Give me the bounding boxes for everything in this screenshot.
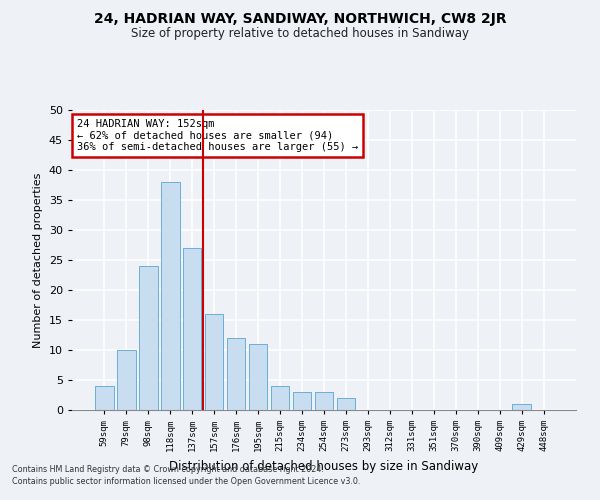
Bar bbox=[249, 344, 268, 410]
Text: 24, HADRIAN WAY, SANDIWAY, NORTHWICH, CW8 2JR: 24, HADRIAN WAY, SANDIWAY, NORTHWICH, CW… bbox=[94, 12, 506, 26]
Text: 24 HADRIAN WAY: 152sqm
← 62% of detached houses are smaller (94)
36% of semi-det: 24 HADRIAN WAY: 152sqm ← 62% of detached… bbox=[77, 119, 358, 152]
Bar bbox=[139, 266, 158, 410]
Bar bbox=[117, 350, 136, 410]
Bar bbox=[293, 392, 311, 410]
Bar bbox=[314, 392, 334, 410]
Bar bbox=[95, 386, 113, 410]
Text: Size of property relative to detached houses in Sandiway: Size of property relative to detached ho… bbox=[131, 28, 469, 40]
Bar bbox=[271, 386, 289, 410]
Bar bbox=[337, 398, 355, 410]
Bar bbox=[227, 338, 245, 410]
Text: Contains public sector information licensed under the Open Government Licence v3: Contains public sector information licen… bbox=[12, 477, 361, 486]
Bar bbox=[512, 404, 531, 410]
Text: Contains HM Land Registry data © Crown copyright and database right 2024.: Contains HM Land Registry data © Crown c… bbox=[12, 466, 324, 474]
Bar bbox=[183, 248, 202, 410]
X-axis label: Distribution of detached houses by size in Sandiway: Distribution of detached houses by size … bbox=[169, 460, 479, 472]
Bar bbox=[161, 182, 179, 410]
Y-axis label: Number of detached properties: Number of detached properties bbox=[33, 172, 43, 348]
Bar bbox=[205, 314, 223, 410]
